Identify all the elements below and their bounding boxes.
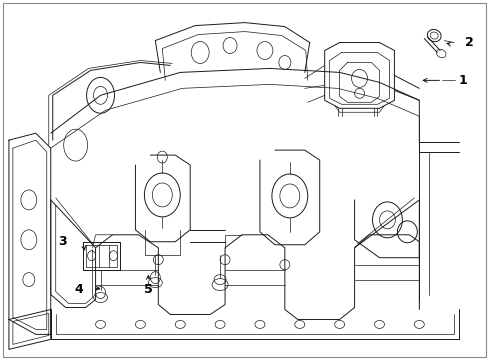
Text: 5: 5 [143, 283, 152, 296]
Text: 4: 4 [74, 283, 83, 296]
Text: 3: 3 [58, 235, 67, 248]
Text: 2: 2 [464, 36, 472, 49]
Text: 1: 1 [458, 74, 467, 87]
